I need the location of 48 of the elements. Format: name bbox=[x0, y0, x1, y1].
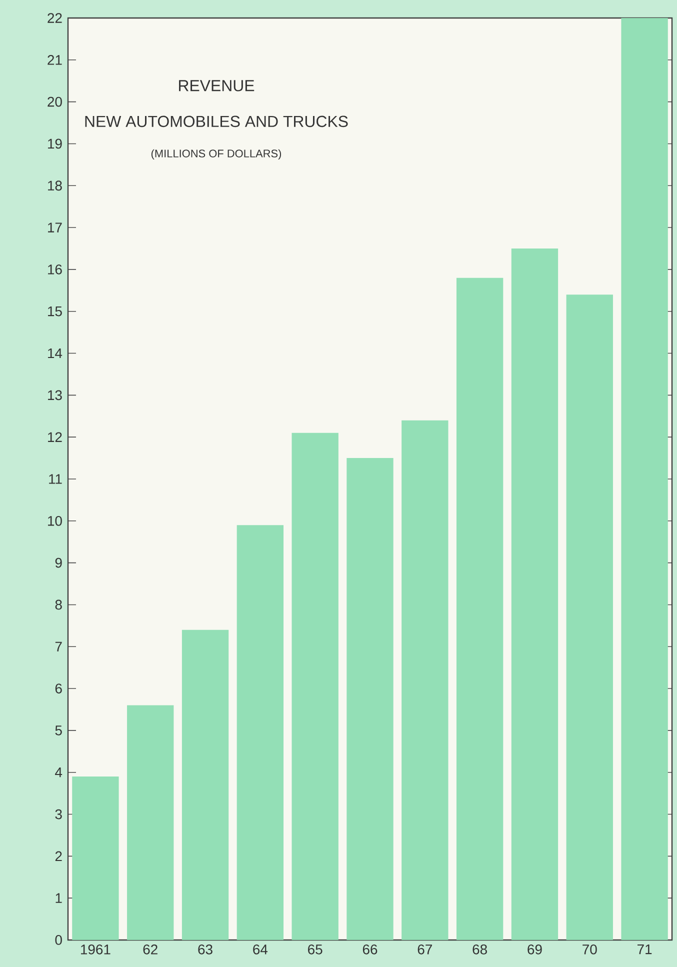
annotation: (MILLIONS OF DOLLARS) bbox=[151, 149, 282, 160]
y-tick-label: 1 bbox=[56, 893, 62, 903]
bar bbox=[72, 776, 119, 940]
x-tick-label: 66 bbox=[362, 944, 378, 954]
bar bbox=[566, 294, 613, 940]
text: NEW AUTOMOBILES AND TRUCKS bbox=[85, 116, 348, 128]
bar bbox=[621, 18, 668, 940]
text: REVENUE bbox=[179, 80, 254, 92]
y-tick-label: 6 bbox=[55, 684, 62, 694]
x-tick-label: 63 bbox=[198, 944, 212, 954]
y-tick-label: 13 bbox=[48, 390, 62, 400]
y-tick-label: 11 bbox=[49, 474, 62, 484]
y-tick-label: 4 bbox=[55, 768, 62, 778]
x-tick-label: 68 bbox=[472, 944, 487, 954]
y-tick-label: 12 bbox=[48, 432, 62, 442]
y-tick-label: 3 bbox=[55, 809, 62, 820]
y-tick-label: 7 bbox=[55, 642, 62, 652]
bar bbox=[127, 705, 174, 940]
bar bbox=[456, 278, 504, 940]
y-tick-label: 8 bbox=[55, 600, 62, 610]
x-tick-label: 64 bbox=[253, 944, 268, 954]
y-tick-label: 0 bbox=[55, 935, 62, 945]
bar bbox=[402, 420, 448, 940]
x-tick-label: 65 bbox=[308, 944, 322, 954]
y-tick-label: 15 bbox=[48, 306, 62, 316]
y-tick-label: 19 bbox=[48, 138, 62, 149]
y-tick-label: 22 bbox=[48, 13, 62, 23]
bar bbox=[292, 432, 338, 940]
x-tick-label: 67 bbox=[418, 944, 432, 954]
x-tick-label: 69 bbox=[528, 944, 542, 954]
bar bbox=[346, 458, 394, 940]
y-tick-label: 18 bbox=[48, 180, 62, 191]
y-tick-label: 2 bbox=[55, 851, 62, 862]
y-tick-label: 5 bbox=[55, 726, 62, 736]
x-tick-label: 1961 bbox=[81, 944, 110, 954]
y-tick-label: 20 bbox=[48, 96, 62, 107]
y-tick-label: 14 bbox=[48, 348, 62, 358]
y-tick-label: 17 bbox=[48, 222, 62, 232]
y-tick-label: 16 bbox=[48, 264, 62, 274]
bar bbox=[511, 248, 558, 940]
y-tick-label: 9 bbox=[55, 558, 62, 568]
bar bbox=[236, 525, 284, 940]
bar bbox=[182, 630, 229, 940]
x-tick-label: 62 bbox=[143, 944, 158, 954]
y-tick-label: 21 bbox=[48, 55, 62, 65]
x-tick-label: 71 bbox=[638, 944, 652, 954]
y-tick-label: 10 bbox=[48, 516, 62, 526]
x-tick-label: 70 bbox=[582, 944, 597, 954]
